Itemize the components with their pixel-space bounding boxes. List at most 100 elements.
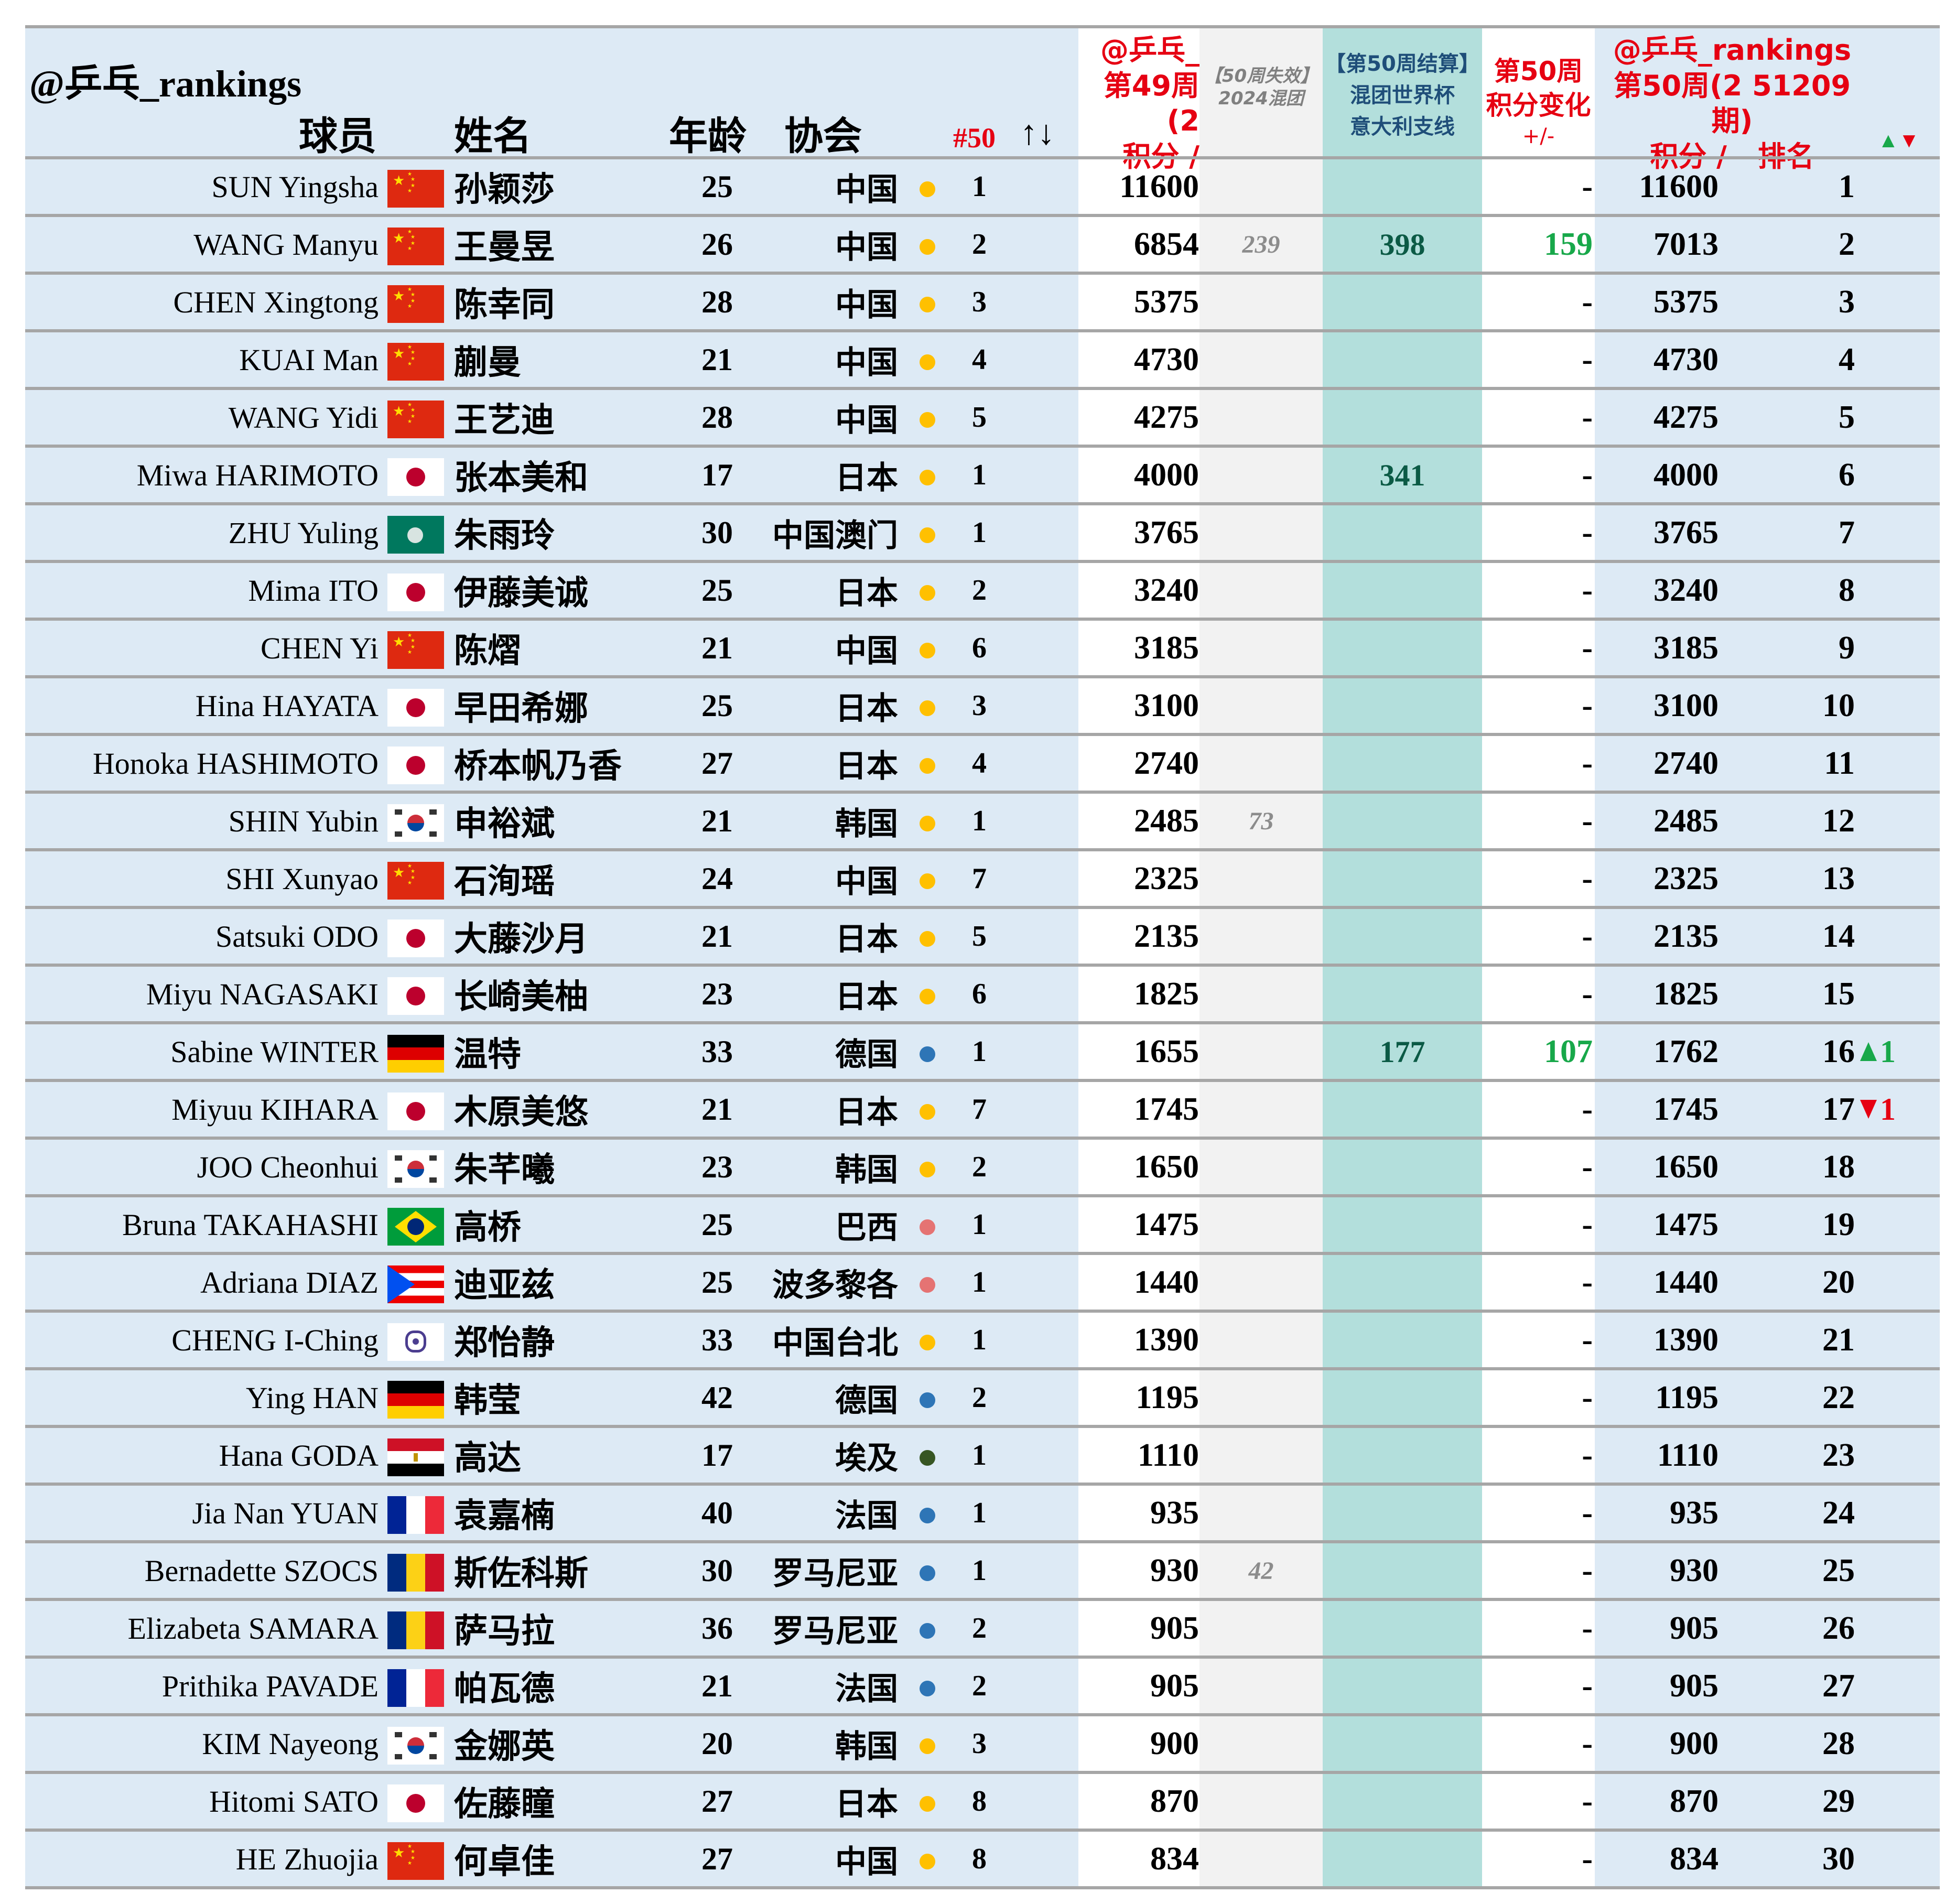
player-english-name[interactable]: SUN Yingsha <box>211 169 379 204</box>
player-english-name[interactable]: SHIN Yubin <box>228 804 379 838</box>
table-row[interactable]: KUAI Man ★ ★ ★ ★ ★ 蒯曼 21 中国 4 4730 - 4730 4 <box>25 332 1940 390</box>
table-row[interactable]: Bruna TAKAHASHI 高桥 25 巴西 1 1475 - 1475 19 <box>25 1197 1940 1255</box>
national-rank: 5 <box>972 920 987 953</box>
player-english-name[interactable]: Miyuu KIHARA <box>171 1092 379 1127</box>
col-header-name[interactable]: 姓名 <box>454 114 532 159</box>
player-english-name[interactable]: Honoka HASHIMOTO <box>92 746 379 781</box>
table-row[interactable]: ZHU Yuling 朱雨玲 30 中国澳门 1 3765 - 3765 7 <box>25 505 1940 563</box>
table-row[interactable]: Jia Nan YUAN 袁嘉楠 40 法国 1 935 - 935 24 <box>25 1486 1940 1543</box>
player-age: 21 <box>701 1091 733 1127</box>
col-header-player[interactable]: 球员 <box>299 114 376 159</box>
table-row[interactable]: Hina HAYATA 早田希娜 25 日本 3 3100 - 3100 10 <box>25 678 1940 736</box>
col-header-mixed[interactable]: 【第50周结算】 混团世界杯 意大利支线 <box>1323 48 1482 143</box>
table-row[interactable]: Hana GODA 高达 17 埃及 1 1110 - 1110 23 <box>25 1428 1940 1486</box>
table-row[interactable]: Prithika PAVADE 帕瓦德 21 法国 2 905 - 905 27 <box>25 1659 1940 1716</box>
player-english-name[interactable]: Hitomi SATO <box>209 1784 379 1819</box>
player-association: 德国 <box>835 1382 898 1419</box>
table-row[interactable]: SHI Xunyao ★ ★ ★ ★ ★ 石洵瑶 24 中国 7 2325 - 2325 13 <box>25 851 1940 909</box>
mixed-team-points <box>1323 1370 1482 1425</box>
table-row[interactable]: Ying HAN 韩莹 42 德国 2 1195 - 1195 22 <box>25 1370 1940 1428</box>
player-english-name[interactable]: Hina HAYATA <box>195 688 379 723</box>
table-row[interactable]: Hitomi SATO 佐藤瞳 27 日本 8 870 - 870 29 <box>25 1774 1940 1832</box>
week50-rank: 3 <box>1839 284 1855 320</box>
player-english-name[interactable]: Jia Nan YUAN <box>192 1496 379 1530</box>
row-divider <box>25 964 1940 967</box>
player-english-name[interactable]: WANG Yidi <box>228 400 379 435</box>
week50-rank: 23 <box>1822 1437 1855 1473</box>
player-english-name[interactable]: KUAI Man <box>239 342 379 377</box>
player-english-name[interactable]: CHEN Xingtong <box>173 285 379 319</box>
player-english-name[interactable]: Miwa HARIMOTO <box>136 458 379 492</box>
table-row[interactable]: HE Zhuojia ★ ★ ★ ★ ★ 何卓佳 27 中国 8 834 - 834 30 <box>25 1832 1940 1889</box>
col-header-change[interactable]: 第50周 积分变化 +/- <box>1482 55 1595 150</box>
table-row[interactable]: CHEN Xingtong ★ ★ ★ ★ ★ 陈幸同 28 中国 3 5375 - 5375 3 <box>25 275 1940 332</box>
table-row[interactable]: Adriana DIAZ 迪亚兹 25 波多黎各 1 1440 - 1440 20 <box>25 1255 1940 1313</box>
table-row[interactable]: Miwa HARIMOTO 张本美和 17 日本 1 4000 341 - 4000 6 <box>25 448 1940 505</box>
player-english-name[interactable]: Satsuki ODO <box>215 919 379 954</box>
player-english-name[interactable]: Mima ITO <box>248 573 379 608</box>
week50-rank: 19 <box>1822 1206 1855 1242</box>
table-row[interactable]: SHIN Yubin 申裕斌 21 韩国 1 2485 73 - 2485 12 <box>25 794 1940 851</box>
table-row[interactable]: Bernadette SZOCS 斯佐科斯 30 罗马尼亚 1 930 42 - 930 25 <box>25 1543 1940 1601</box>
table-row[interactable]: JOO Cheonhui 朱芊曦 23 韩国 2 1650 - 1650 18 <box>25 1140 1940 1197</box>
player-age: 17 <box>701 457 733 492</box>
player-association: 日本 <box>835 921 898 958</box>
table-row[interactable]: Honoka HASHIMOTO 桥本帆乃香 27 日本 4 2740 - 2740 11 <box>25 736 1940 794</box>
player-association: 中国 <box>835 229 898 266</box>
table-row[interactable]: CHEN Yi ★ ★ ★ ★ ★ 陈熠 21 中国 6 3185 - 3185 9 <box>25 621 1940 678</box>
week50-points: 2325 <box>1654 860 1719 896</box>
player-english-name[interactable]: SHI Xunyao <box>225 861 379 896</box>
table-row[interactable]: Miyuu KIHARA 木原美悠 21 日本 7 1745 - 1745 17 1 <box>25 1082 1940 1140</box>
table-row[interactable]: Elizabeta SAMARA 萨马拉 36 罗马尼亚 2 905 - 905 26 <box>25 1601 1940 1659</box>
player-english-name[interactable]: HE Zhuojia <box>235 1842 379 1876</box>
player-chinese-name: 萨马拉 <box>454 1612 555 1651</box>
player-english-name[interactable]: CHENG I-Ching <box>171 1323 379 1357</box>
col-header-week50[interactable]: @乒乓_rankings 第50周(2 51209期) 积分 / 排名 <box>1601 33 1863 174</box>
player-english-name[interactable]: WANG Manyu <box>193 227 379 262</box>
table-row[interactable]: Mima ITO 伊藤美诚 25 日本 2 3240 - 3240 8 <box>25 563 1940 621</box>
player-english-name[interactable]: JOO Cheonhui <box>197 1150 379 1184</box>
player-english-name[interactable]: Ying HAN <box>246 1380 379 1415</box>
player-english-name[interactable]: Sabine WINTER <box>170 1034 379 1069</box>
week49-points: 4000 <box>1134 457 1199 493</box>
flag-jp-icon <box>387 689 444 727</box>
player-english-name[interactable]: Elizabeta SAMARA <box>127 1611 379 1646</box>
continent-dot-icon <box>920 1104 935 1120</box>
row-divider <box>25 1079 1940 1082</box>
player-age: 25 <box>701 572 733 608</box>
player-english-name[interactable]: Prithika PAVADE <box>161 1669 379 1703</box>
table-row[interactable]: Sabine WINTER 温特 33 德国 1 1655 177 107 1762 16 1 <box>25 1024 1940 1082</box>
player-english-name[interactable]: CHEN Yi <box>260 631 379 665</box>
player-english-name[interactable]: Adriana DIAZ <box>200 1265 379 1300</box>
mixed-team-points <box>1323 621 1482 675</box>
player-association: 中国 <box>835 286 898 323</box>
col-header-week49[interactable]: @乒乓_ 第49周(2 积分 / <box>1078 33 1199 174</box>
flag-br-icon <box>387 1208 444 1246</box>
table-row[interactable]: KIM Nayeong 金娜英 20 韩国 3 900 - 900 28 <box>25 1716 1940 1774</box>
table-row[interactable]: WANG Manyu ★ ★ ★ ★ ★ 王曼昱 26 中国 2 6854 239 398 159 7013… <box>25 217 1940 275</box>
sort-arrows-icon[interactable]: ↑↓ <box>1020 114 1055 152</box>
table-row[interactable]: Satsuki ODO 大藤沙月 21 日本 5 2135 - 2135 14 <box>25 909 1940 967</box>
player-english-name[interactable]: Hana GODA <box>219 1438 379 1473</box>
week50-brand: @乒乓_rankings <box>1613 34 1852 67</box>
week49-points: 11600 <box>1119 168 1199 204</box>
table-row[interactable]: CHENG I-Ching 郑怡静 33 中国台北 1 1390 - 1390 21 <box>25 1313 1940 1370</box>
player-chinese-name: 伊藤美诚 <box>454 574 588 613</box>
player-english-name[interactable]: ZHU Yuling <box>228 515 379 550</box>
player-english-name[interactable]: KIM Nayeong <box>202 1726 379 1761</box>
col-header-expire[interactable]: 【50周失效】 2024混团 <box>1199 65 1323 110</box>
player-english-name[interactable]: Miyu NAGASAKI <box>146 977 379 1011</box>
col-header-age[interactable]: 年龄 <box>669 114 747 159</box>
national-rank: 1 <box>972 1439 987 1472</box>
points-change: 107 <box>1544 1033 1593 1069</box>
player-english-name[interactable]: Bruna TAKAHASHI <box>122 1207 379 1242</box>
table-row[interactable]: SUN Yingsha ★ ★ ★ ★ ★ 孙颖莎 25 中国 1 11600 - 11600 1 <box>25 159 1940 217</box>
table-row[interactable]: WANG Yidi ★ ★ ★ ★ ★ 王艺迪 28 中国 5 4275 - 4275 5 <box>25 390 1940 448</box>
continent-dot-icon <box>920 1392 935 1408</box>
triangle-up-icon <box>1860 1042 1877 1061</box>
table-row[interactable]: Miyu NAGASAKI 长崎美柚 23 日本 6 1825 - 1825 15 <box>25 967 1940 1024</box>
player-english-name[interactable]: Bernadette SZOCS <box>144 1553 379 1588</box>
col-header-nat-rank[interactable]: #50 <box>953 122 996 154</box>
continent-dot-icon <box>920 470 935 485</box>
col-header-assoc[interactable]: 协会 <box>784 114 862 159</box>
